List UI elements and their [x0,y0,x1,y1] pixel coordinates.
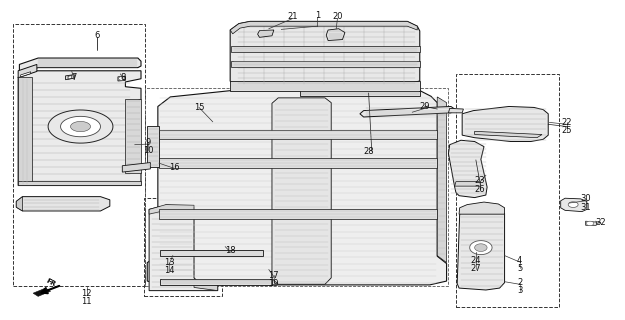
Text: 11: 11 [81,297,92,306]
Polygon shape [61,116,101,137]
Polygon shape [21,72,31,77]
Polygon shape [272,98,331,284]
Text: 12: 12 [81,289,92,298]
Text: 17: 17 [269,271,279,280]
Polygon shape [258,30,274,37]
Polygon shape [68,76,72,79]
Polygon shape [561,198,587,212]
Text: 3: 3 [517,286,522,295]
Text: 19: 19 [269,279,279,288]
Polygon shape [459,202,504,214]
Text: FR.: FR. [44,278,59,289]
Text: 32: 32 [595,218,606,227]
Text: 18: 18 [225,246,236,255]
Text: 26: 26 [474,185,485,194]
Polygon shape [586,221,597,225]
Polygon shape [568,202,578,207]
Polygon shape [457,207,504,290]
Polygon shape [586,221,594,226]
Polygon shape [438,97,447,263]
Text: 2: 2 [517,278,522,287]
Text: 24: 24 [471,256,481,265]
Polygon shape [118,76,126,81]
Polygon shape [119,76,125,80]
Polygon shape [326,29,345,41]
Text: 10: 10 [142,146,153,155]
Text: 7: 7 [72,73,77,82]
Text: 20: 20 [332,12,342,21]
Text: 31: 31 [581,203,591,212]
Polygon shape [159,158,437,168]
Text: 14: 14 [164,266,174,275]
Polygon shape [148,125,159,167]
Polygon shape [449,108,463,113]
Polygon shape [230,81,420,91]
Text: 16: 16 [169,163,179,172]
Text: 25: 25 [562,126,572,135]
Text: 21: 21 [288,12,298,21]
Text: 4: 4 [517,256,522,265]
Polygon shape [66,75,74,80]
Polygon shape [159,130,437,139]
Text: 9: 9 [145,138,151,147]
Text: 23: 23 [474,176,485,185]
Polygon shape [360,107,454,117]
Polygon shape [449,140,487,197]
Polygon shape [231,60,420,67]
Polygon shape [148,91,447,285]
Polygon shape [18,64,37,78]
Text: 13: 13 [164,258,174,267]
Text: 1: 1 [315,11,320,20]
Polygon shape [454,182,481,186]
Text: 29: 29 [419,102,430,111]
Text: 15: 15 [194,103,204,112]
Polygon shape [16,197,22,211]
Polygon shape [48,110,113,143]
Text: 6: 6 [94,31,100,40]
Polygon shape [231,46,420,52]
Polygon shape [122,163,151,172]
Polygon shape [126,100,141,173]
Polygon shape [161,250,262,256]
Polygon shape [71,122,91,132]
Polygon shape [159,209,437,219]
Polygon shape [33,288,51,296]
Text: 27: 27 [471,264,481,274]
Polygon shape [160,278,272,285]
Polygon shape [300,91,420,96]
Polygon shape [474,131,542,138]
Polygon shape [149,204,194,214]
Polygon shape [18,181,141,186]
Polygon shape [462,107,548,141]
Polygon shape [474,244,487,252]
Polygon shape [18,77,32,186]
Polygon shape [18,71,141,186]
Polygon shape [230,21,418,34]
Text: 8: 8 [121,73,126,82]
Text: 5: 5 [517,264,522,273]
Text: 30: 30 [581,194,591,204]
Polygon shape [470,241,492,255]
Polygon shape [16,197,110,211]
Polygon shape [194,284,218,291]
Text: 22: 22 [562,118,572,127]
Polygon shape [149,205,218,291]
Polygon shape [19,58,141,74]
Text: 28: 28 [363,147,374,156]
Polygon shape [230,21,420,85]
